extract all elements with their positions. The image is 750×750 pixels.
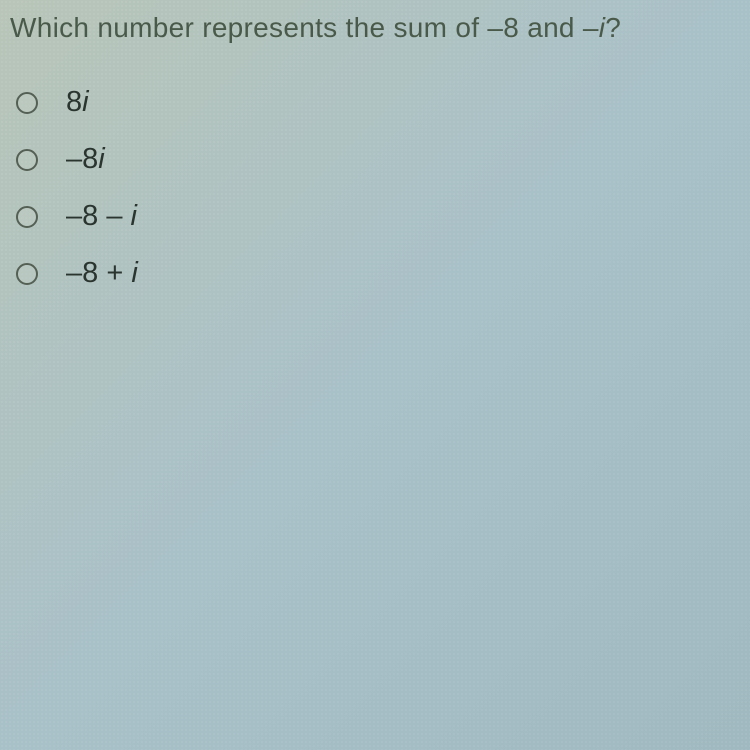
option-d[interactable]: –8 + i: [16, 257, 740, 290]
options-container: 8i –8i –8 – i –8 + i: [10, 86, 740, 290]
radio-button-icon: [16, 92, 38, 114]
option-label-d: –8 + i: [66, 257, 138, 290]
option-b[interactable]: –8i: [16, 143, 740, 176]
radio-button-icon: [16, 206, 38, 228]
option-c[interactable]: –8 – i: [16, 200, 740, 233]
radio-button-icon: [16, 149, 38, 171]
option-a[interactable]: 8i: [16, 86, 740, 119]
option-label-b: –8i: [66, 143, 105, 176]
question-text: Which number represents the sum of –8 an…: [10, 12, 740, 44]
option-label-c: –8 – i: [66, 200, 137, 233]
option-label-a: 8i: [66, 86, 89, 119]
radio-button-icon: [16, 263, 38, 285]
quiz-content: Which number represents the sum of –8 an…: [0, 0, 750, 326]
